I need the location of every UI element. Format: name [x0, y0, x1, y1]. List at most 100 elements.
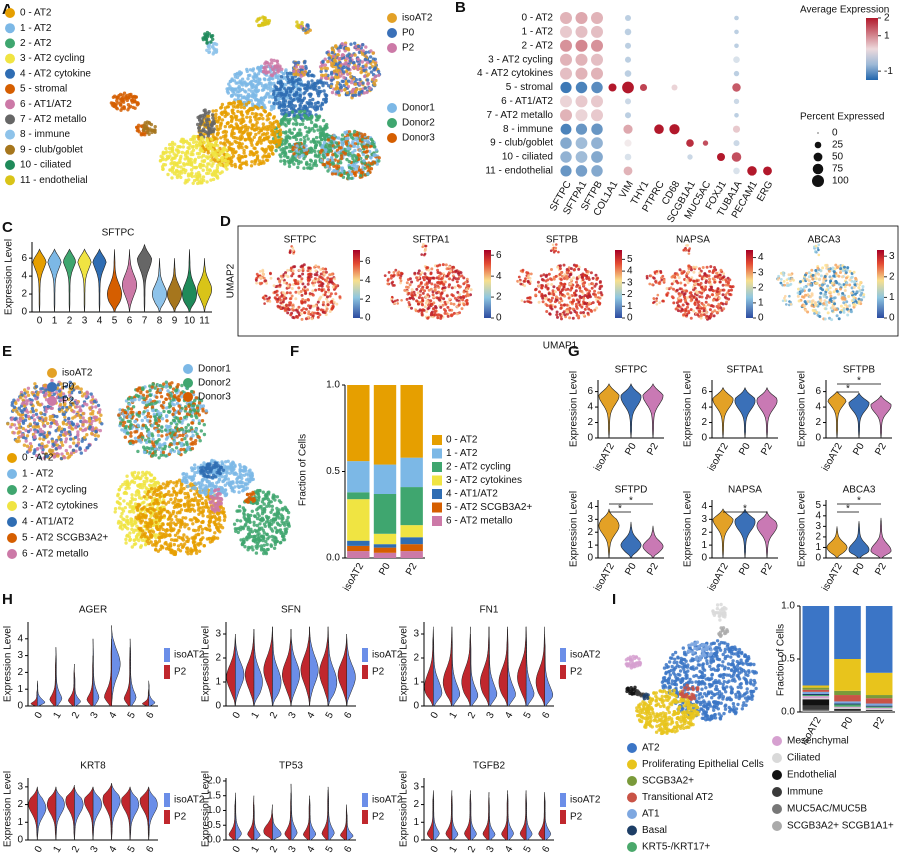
umap-point: [556, 315, 559, 319]
umap-point: [344, 142, 349, 146]
umap-point: [645, 276, 649, 280]
umap-point: [363, 86, 367, 90]
umap-point: [265, 131, 270, 135]
umap-point: [677, 276, 681, 280]
umap-point: [420, 253, 424, 256]
umap-point: [437, 290, 441, 294]
umap-point: [534, 293, 538, 297]
umap-point: [267, 81, 271, 86]
umap-point: [698, 310, 702, 314]
umap-point: [268, 146, 273, 151]
umap-point: [253, 74, 257, 79]
umap-point: [212, 127, 216, 131]
umap-point: [135, 125, 139, 129]
size-label: 0: [832, 128, 838, 139]
umap-point: [220, 102, 225, 107]
umap-cloud: [142, 120, 157, 136]
umap-point: [311, 289, 315, 293]
umap-point: [707, 274, 711, 278]
umap-point: [672, 301, 676, 305]
umap-point: [274, 75, 278, 80]
umap-point: [675, 288, 679, 292]
umap-point: [334, 44, 338, 48]
umap-point: [286, 104, 291, 109]
umap-point: [255, 142, 259, 146]
row-label: 4 - AT2 cytokines: [477, 68, 553, 79]
umap-point: [212, 50, 216, 55]
umap-point: [351, 65, 355, 70]
umap-point: [728, 285, 732, 288]
umap-point: [448, 277, 452, 281]
violin: [106, 249, 123, 313]
dot: [560, 53, 572, 66]
umap-point: [317, 115, 321, 120]
umap-point: [359, 173, 363, 178]
umap-point: [341, 79, 345, 84]
umap-point: [170, 176, 174, 180]
umap-point: [366, 81, 370, 85]
umap-point: [557, 288, 560, 292]
umap-point: [814, 301, 818, 305]
umap-point: [314, 304, 317, 308]
umap-point: [247, 100, 251, 105]
umap-point: [179, 175, 183, 180]
umap-point: [696, 313, 700, 317]
umap-point: [572, 276, 575, 280]
umap-point: [317, 86, 321, 90]
umap-point: [585, 305, 589, 308]
umap-point: [235, 71, 240, 76]
umap-point: [283, 162, 287, 166]
umap-point: [579, 311, 583, 315]
umap-point: [717, 306, 720, 310]
umap-point: [231, 125, 236, 130]
x-tick-label: 8: [157, 316, 163, 327]
umap-point: [306, 288, 309, 292]
umap-point: [254, 79, 258, 84]
umap-point: [346, 67, 351, 71]
umap-point: [308, 92, 312, 96]
umap-point: [686, 244, 689, 247]
umap-point: [240, 102, 244, 106]
umap-point: [268, 112, 272, 117]
umap-point: [689, 299, 693, 303]
colorbar-label: 2: [365, 294, 371, 305]
umap-point: [171, 145, 175, 150]
umap-point: [191, 152, 195, 157]
umap-point: [258, 77, 262, 81]
legend-dot: [387, 43, 397, 53]
umap-point: [278, 283, 282, 287]
umap-point: [299, 109, 303, 114]
umap-point: [192, 134, 196, 139]
umap-point: [308, 163, 312, 167]
umap-point: [555, 313, 559, 317]
umap-point: [175, 175, 180, 180]
umap-point: [251, 69, 255, 73]
legend-dot: [5, 8, 15, 18]
umap-point: [207, 50, 211, 55]
umap-point: [183, 170, 187, 175]
umap-point: [245, 162, 249, 167]
umap-point: [164, 158, 168, 162]
umap-point: [387, 277, 390, 281]
colorbar-label: 3: [758, 267, 764, 278]
umap-point: [451, 294, 455, 298]
umap-point: [172, 161, 177, 165]
umap-point: [214, 141, 218, 145]
legend-dot: [5, 144, 15, 155]
umap-point: [829, 294, 833, 298]
umap-point: [371, 51, 375, 55]
umap-point: [575, 277, 579, 281]
umap-point: [427, 306, 431, 310]
umap-point: [330, 51, 334, 55]
umap-point: [406, 278, 410, 282]
umap-point: [450, 313, 454, 317]
umap-point: [272, 115, 276, 119]
umap-point: [421, 245, 425, 249]
umap-point: [268, 121, 272, 125]
umap-point: [304, 151, 309, 156]
legend-label: 7 - AT2 metallo: [20, 114, 87, 125]
umap-point: [861, 285, 865, 289]
umap-point: [141, 132, 145, 137]
umap-point: [376, 69, 381, 74]
umap-point: [190, 145, 195, 149]
